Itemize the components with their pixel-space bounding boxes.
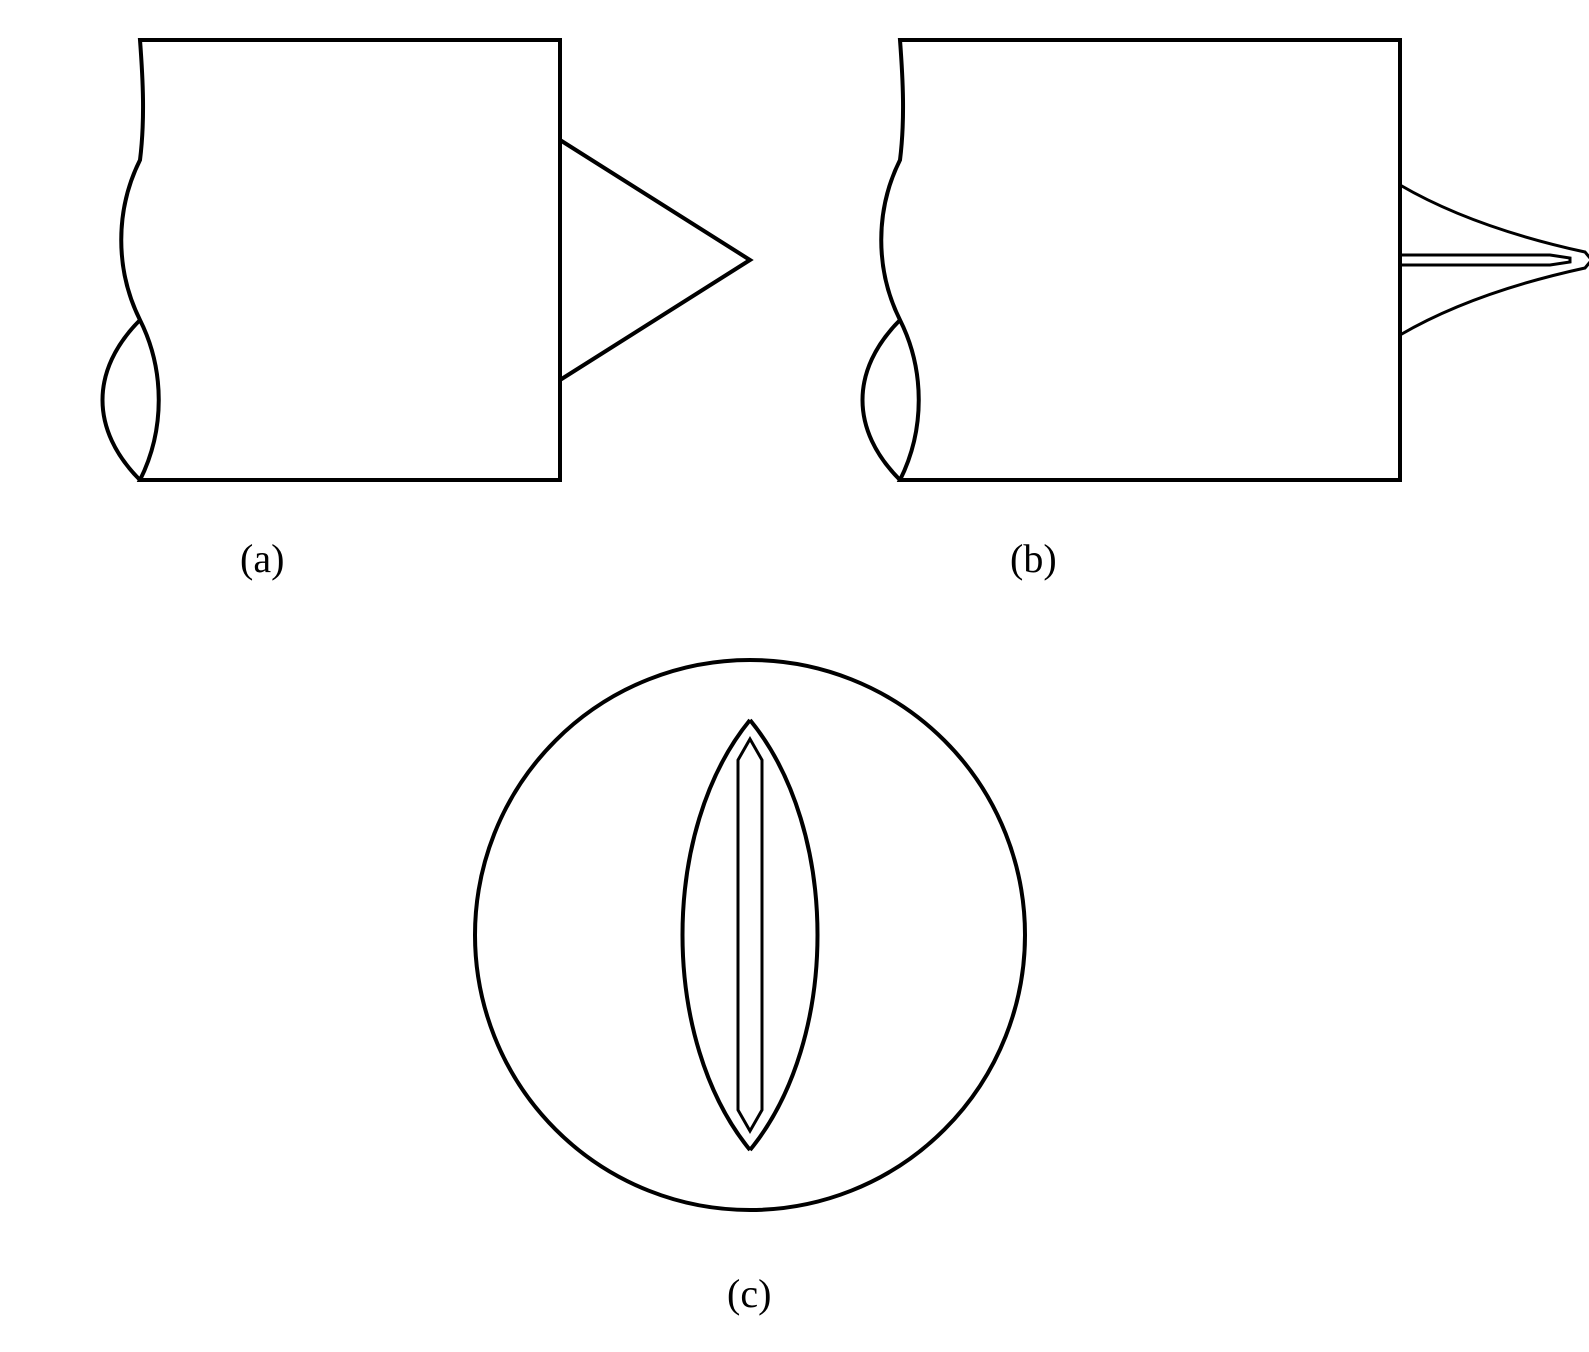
panel-c-circle <box>475 660 1025 1210</box>
panel-b-svg <box>810 30 1589 500</box>
panel-c <box>430 650 1070 1235</box>
panel-c-svg <box>430 650 1070 1230</box>
panel-b-lens <box>863 320 901 480</box>
panel-a-label: (a) <box>240 535 284 582</box>
panel-b-slot <box>1400 255 1570 265</box>
panel-a-lens <box>103 320 141 480</box>
panel-c-lens-right <box>750 720 818 1150</box>
panel-c-lens-left <box>683 720 751 1150</box>
panel-b <box>810 30 1589 505</box>
panel-a-svg <box>50 30 770 500</box>
panel-b-cone-top <box>1400 185 1589 258</box>
panel-b-label: (b) <box>1010 535 1057 582</box>
panel-a <box>50 30 770 505</box>
panel-a-body <box>121 40 560 480</box>
panel-b-cone-bottom <box>1400 262 1589 335</box>
panel-b-body <box>881 40 1400 480</box>
panel-c-slot <box>738 739 762 1131</box>
panel-c-label: (c) <box>727 1270 771 1317</box>
panel-a-cone <box>560 140 750 380</box>
